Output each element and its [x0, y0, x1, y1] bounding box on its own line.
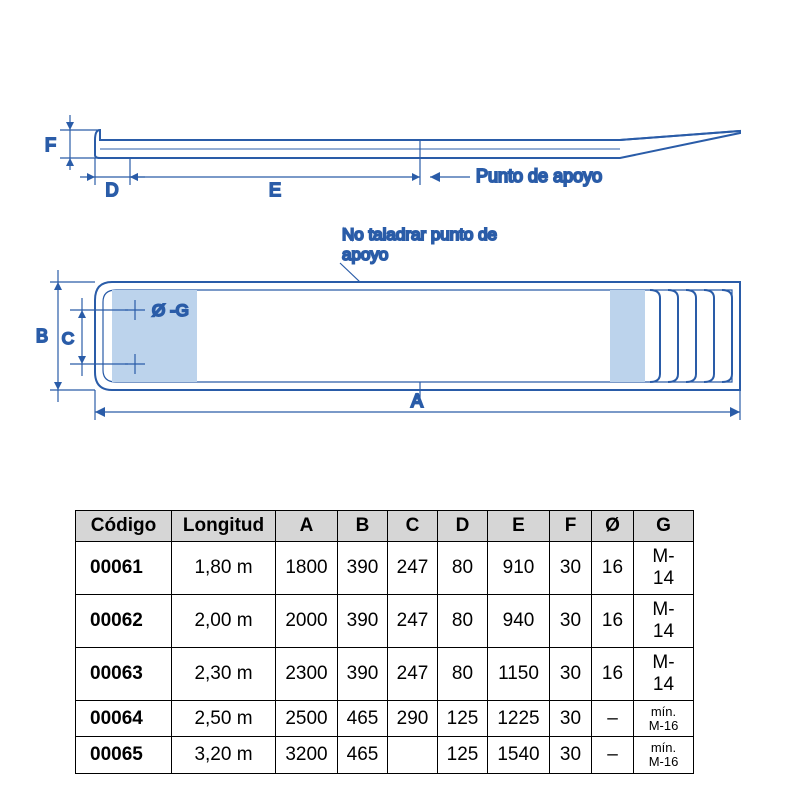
spec-table: Código Longitud A B C D E F Ø G 000611,8… — [75, 510, 694, 774]
table-cell: 2,50 m — [172, 701, 276, 737]
table-cell: – — [592, 701, 634, 737]
table-header-row: Código Longitud A B C D E F Ø G — [76, 511, 694, 542]
th-F: F — [550, 511, 592, 542]
table-row: 000632,30 m23003902478011503016M-14 — [76, 648, 694, 701]
dim-label-D: D — [106, 180, 119, 200]
table-cell: 16 — [592, 595, 634, 648]
table-cell: 390 — [338, 648, 388, 701]
table-cell: 290 — [388, 701, 438, 737]
table-cell: 3,20 m — [172, 737, 276, 773]
th-D: D — [438, 511, 488, 542]
th-G: G — [634, 511, 694, 542]
table-cell: 00061 — [76, 542, 172, 595]
table-cell: 2500 — [276, 701, 338, 737]
th-dia: Ø — [592, 511, 634, 542]
table-cell: 00063 — [76, 648, 172, 701]
table-cell: 2300 — [276, 648, 338, 701]
table-row: 000642,50 m2500465290125122530–mín.M-16 — [76, 701, 694, 737]
table-cell: 390 — [338, 595, 388, 648]
table-cell: 30 — [550, 648, 592, 701]
table-cell: M-14 — [634, 648, 694, 701]
table-cell: 00064 — [76, 701, 172, 737]
table-cell: 30 — [550, 701, 592, 737]
table-cell: 30 — [550, 595, 592, 648]
table-cell: 2,30 m — [172, 648, 276, 701]
dim-label-B: B — [36, 326, 48, 346]
th-A: A — [276, 511, 338, 542]
table-cell: 1225 — [488, 701, 550, 737]
table-cell: 247 — [388, 595, 438, 648]
table-cell: M-14 — [634, 595, 694, 648]
table-cell: 2,00 m — [172, 595, 276, 648]
th-codigo: Código — [76, 511, 172, 542]
dim-label-E: E — [269, 180, 281, 200]
table-cell: 2000 — [276, 595, 338, 648]
table-cell: 16 — [592, 648, 634, 701]
table-cell: 16 — [592, 542, 634, 595]
table-cell: 00062 — [76, 595, 172, 648]
table-row: 000622,00 m2000390247809403016M-14 — [76, 595, 694, 648]
table-row: 000653,20 m3200465 125154030–mín.M-16 — [76, 737, 694, 773]
table-cell: 80 — [438, 595, 488, 648]
table-cell: 247 — [388, 648, 438, 701]
table-cell: – — [592, 737, 634, 773]
dim-label-diaG: Ø -G — [152, 301, 189, 320]
table-cell: 00065 — [76, 737, 172, 773]
label-no-taladrar-1: No taladrar punto de — [342, 225, 497, 244]
table-cell: 1800 — [276, 542, 338, 595]
dim-label-F: F — [45, 135, 56, 155]
th-B: B — [338, 511, 388, 542]
table-cell — [388, 737, 438, 773]
label-punto-apoyo: Punto de apoyo — [476, 166, 602, 186]
table-cell: 3200 — [276, 737, 338, 773]
table-cell: 1,80 m — [172, 542, 276, 595]
table-cell: 30 — [550, 737, 592, 773]
table-cell: 30 — [550, 542, 592, 595]
th-C: C — [388, 511, 438, 542]
table-cell: 1150 — [488, 648, 550, 701]
table-cell: M-14 — [634, 542, 694, 595]
table-cell: 80 — [438, 648, 488, 701]
table-cell: 1540 — [488, 737, 550, 773]
label-no-taladrar-2: apoyo — [342, 245, 388, 264]
table-cell: 390 — [338, 542, 388, 595]
table-cell: 465 — [338, 701, 388, 737]
table-row: 000611,80 m1800390247809103016M-14 — [76, 542, 694, 595]
table-cell: 465 — [338, 737, 388, 773]
table-cell: 125 — [438, 701, 488, 737]
technical-drawing: F D E Punto de apoyo No taladrar punto d… — [0, 0, 800, 470]
table-cell: 247 — [388, 542, 438, 595]
table-cell: 125 — [438, 737, 488, 773]
th-E: E — [488, 511, 550, 542]
dim-label-A: A — [411, 391, 423, 411]
table-cell: mín.M-16 — [634, 737, 694, 773]
dim-label-C: C — [62, 329, 74, 348]
table-cell: 80 — [438, 542, 488, 595]
table-cell: mín.M-16 — [634, 701, 694, 737]
th-longitud: Longitud — [172, 511, 276, 542]
table-cell: 940 — [488, 595, 550, 648]
table-cell: 910 — [488, 542, 550, 595]
